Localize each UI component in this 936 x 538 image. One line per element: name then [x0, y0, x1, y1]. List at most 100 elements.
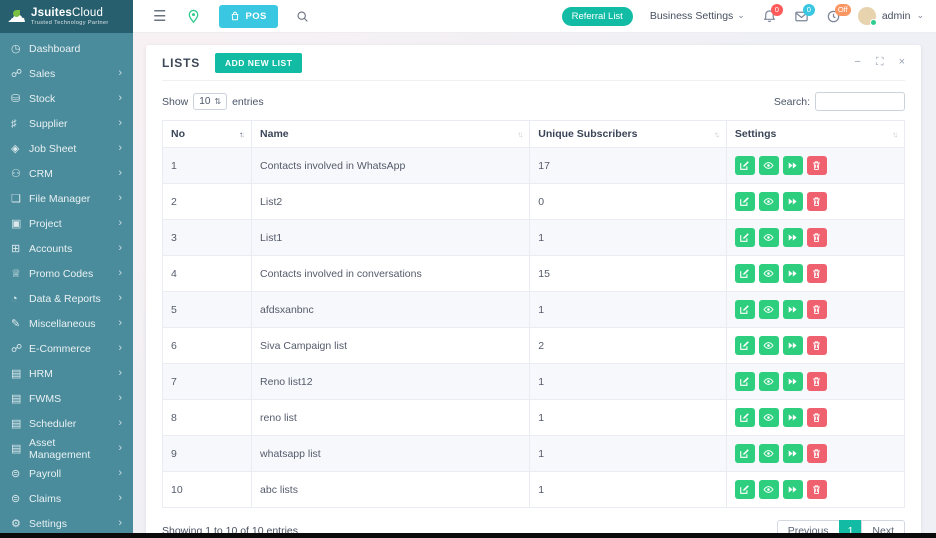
next-page-button[interactable]: Next: [861, 520, 905, 533]
edit-button[interactable]: [734, 300, 755, 319]
people-icon: ⚇: [11, 168, 21, 180]
view-button[interactable]: [758, 228, 779, 247]
column-header-subscribers[interactable]: Unique Subscribers ↑↓: [529, 120, 727, 148]
edit-button[interactable]: [734, 156, 755, 175]
view-button[interactable]: [758, 480, 779, 499]
forward-button[interactable]: [782, 408, 803, 427]
column-header-no[interactable]: No ↑↓: [161, 120, 253, 148]
view-button[interactable]: [758, 372, 779, 391]
edit-button[interactable]: [734, 264, 755, 283]
edit-button[interactable]: [734, 372, 755, 391]
entries-summary: Showing 1 to 10 of 10 entries: [162, 525, 299, 533]
sidebar-item-fwms[interactable]: ▤ FWMS ›: [0, 386, 133, 411]
referral-list-button[interactable]: Referral List: [561, 6, 633, 26]
view-button[interactable]: [758, 192, 779, 211]
page-size-select[interactable]: 10 ⇅: [193, 93, 228, 110]
delete-button[interactable]: [806, 336, 827, 355]
delete-button[interactable]: [806, 444, 827, 463]
column-header-settings[interactable]: Settings ↑↓: [725, 120, 906, 148]
hamburger-menu-icon[interactable]: ☰: [153, 8, 167, 25]
edit-button[interactable]: [734, 228, 755, 247]
cell-no: 7: [161, 363, 253, 400]
sidebar-item-label: Payroll: [29, 467, 62, 480]
page-number-button[interactable]: 1: [838, 520, 863, 533]
sidebar-item-e-commerce[interactable]: ☍ E-Commerce ›: [0, 336, 133, 361]
sidebar-item-accounts[interactable]: ⊞ Accounts ›: [0, 236, 133, 261]
view-button[interactable]: [758, 444, 779, 463]
sidebar-item-dashboard[interactable]: ◷ Dashboard: [0, 36, 133, 61]
add-new-list-button[interactable]: ADD NEW LIST: [215, 52, 303, 73]
forward-button[interactable]: [782, 444, 803, 463]
forward-button[interactable]: [782, 336, 803, 355]
edit-button[interactable]: [734, 480, 755, 499]
cell-settings: [725, 363, 906, 400]
forward-button[interactable]: [782, 228, 803, 247]
view-button[interactable]: [758, 156, 779, 175]
sidebar-item-asset-management[interactable]: ▤ Asset Management ›: [0, 436, 133, 461]
view-button[interactable]: [758, 408, 779, 427]
expand-icon[interactable]: ⛶: [875, 56, 884, 68]
sidebar-item-project[interactable]: ▣ Project ›: [0, 211, 133, 236]
view-button[interactable]: [758, 264, 779, 283]
cart-icon: ☍: [11, 68, 23, 80]
previous-page-button[interactable]: Previous: [776, 520, 840, 533]
bag-icon: [232, 11, 239, 21]
delete-button[interactable]: [806, 408, 827, 427]
delete-button[interactable]: [806, 228, 827, 247]
sidebar-item-data-reports[interactable]: ◔ Data & Reports ›: [0, 286, 133, 311]
delete-button[interactable]: [806, 156, 827, 175]
delete-button[interactable]: [806, 264, 827, 283]
forward-button[interactable]: [782, 300, 803, 319]
business-settings-dropdown[interactable]: Business Settings ⌄: [649, 10, 745, 22]
edit-button[interactable]: [734, 444, 755, 463]
sidebar-item-crm[interactable]: ⚇ CRM ›: [0, 161, 133, 186]
view-button[interactable]: [758, 300, 779, 319]
delete-button[interactable]: [806, 480, 827, 499]
sidebar-item-stock[interactable]: ⛁ Stock ›: [0, 86, 133, 111]
user-menu[interactable]: admin ⌄: [857, 7, 924, 26]
forward-button[interactable]: [782, 480, 803, 499]
forward-button[interactable]: [782, 264, 803, 283]
edit-button[interactable]: [734, 408, 755, 427]
sidebar-item-sales[interactable]: ☍ Sales ›: [0, 61, 133, 86]
forward-button[interactable]: [782, 372, 803, 391]
forward-button[interactable]: [782, 192, 803, 211]
delete-button[interactable]: [806, 372, 827, 391]
view-button[interactable]: [758, 336, 779, 355]
messages[interactable]: 0: [794, 3, 815, 24]
column-header-name[interactable]: Name ↑↓: [251, 120, 531, 148]
chevron-right-icon: ›: [118, 467, 122, 479]
delete-button[interactable]: [806, 300, 827, 319]
edit-button[interactable]: [734, 336, 755, 355]
location-pin-icon[interactable]: [186, 9, 201, 24]
search-input[interactable]: [815, 92, 905, 111]
brand-logo[interactable]: ☁ JsuitesCloud Trusted Technology Partne…: [0, 0, 133, 33]
close-icon[interactable]: ×: [898, 56, 905, 68]
sidebar-item-label: Miscellaneous: [29, 317, 96, 330]
sidebar-item-hrm[interactable]: ▤ HRM ›: [0, 361, 133, 386]
minimize-icon[interactable]: −: [854, 56, 861, 68]
search-icon[interactable]: [296, 10, 309, 23]
sidebar-item-miscellaneous[interactable]: ✎ Miscellaneous ›: [0, 311, 133, 336]
gauge-icon: ◷: [11, 43, 21, 55]
delete-button[interactable]: [806, 192, 827, 211]
time-clock[interactable]: Off: [826, 3, 851, 24]
sidebar-item-claims[interactable]: ⊜ Claims ›: [0, 486, 133, 511]
sidebar-item-job-sheet[interactable]: ◈ Job Sheet ›: [0, 136, 133, 161]
pencil-icon: ✎: [11, 318, 21, 330]
chevron-right-icon: ›: [118, 367, 122, 379]
sidebar-item-file-manager[interactable]: ❏ File Manager ›: [0, 186, 133, 211]
sidebar-item-supplier[interactable]: ♯ Supplier ›: [0, 111, 133, 136]
pos-button[interactable]: POS: [219, 4, 278, 28]
sidebar-item-scheduler[interactable]: ▤ Scheduler ›: [0, 411, 133, 436]
forward-button[interactable]: [782, 156, 803, 175]
sidebar-item-promo-codes[interactable]: ♕ Promo Codes ›: [0, 261, 133, 286]
notifications-bell[interactable]: 0: [762, 3, 783, 24]
edit-button[interactable]: [734, 192, 755, 211]
sidebar-item-settings[interactable]: ⚙ Settings ›: [0, 511, 133, 536]
sidebar-item-payroll[interactable]: ⊜ Payroll ›: [0, 461, 133, 486]
cell-no: 9: [161, 435, 253, 472]
sidebar-item-label: Claims: [29, 492, 62, 505]
chevron-right-icon: ›: [118, 442, 122, 454]
table-row: 5 afdsxanbnc 1: [161, 291, 906, 328]
